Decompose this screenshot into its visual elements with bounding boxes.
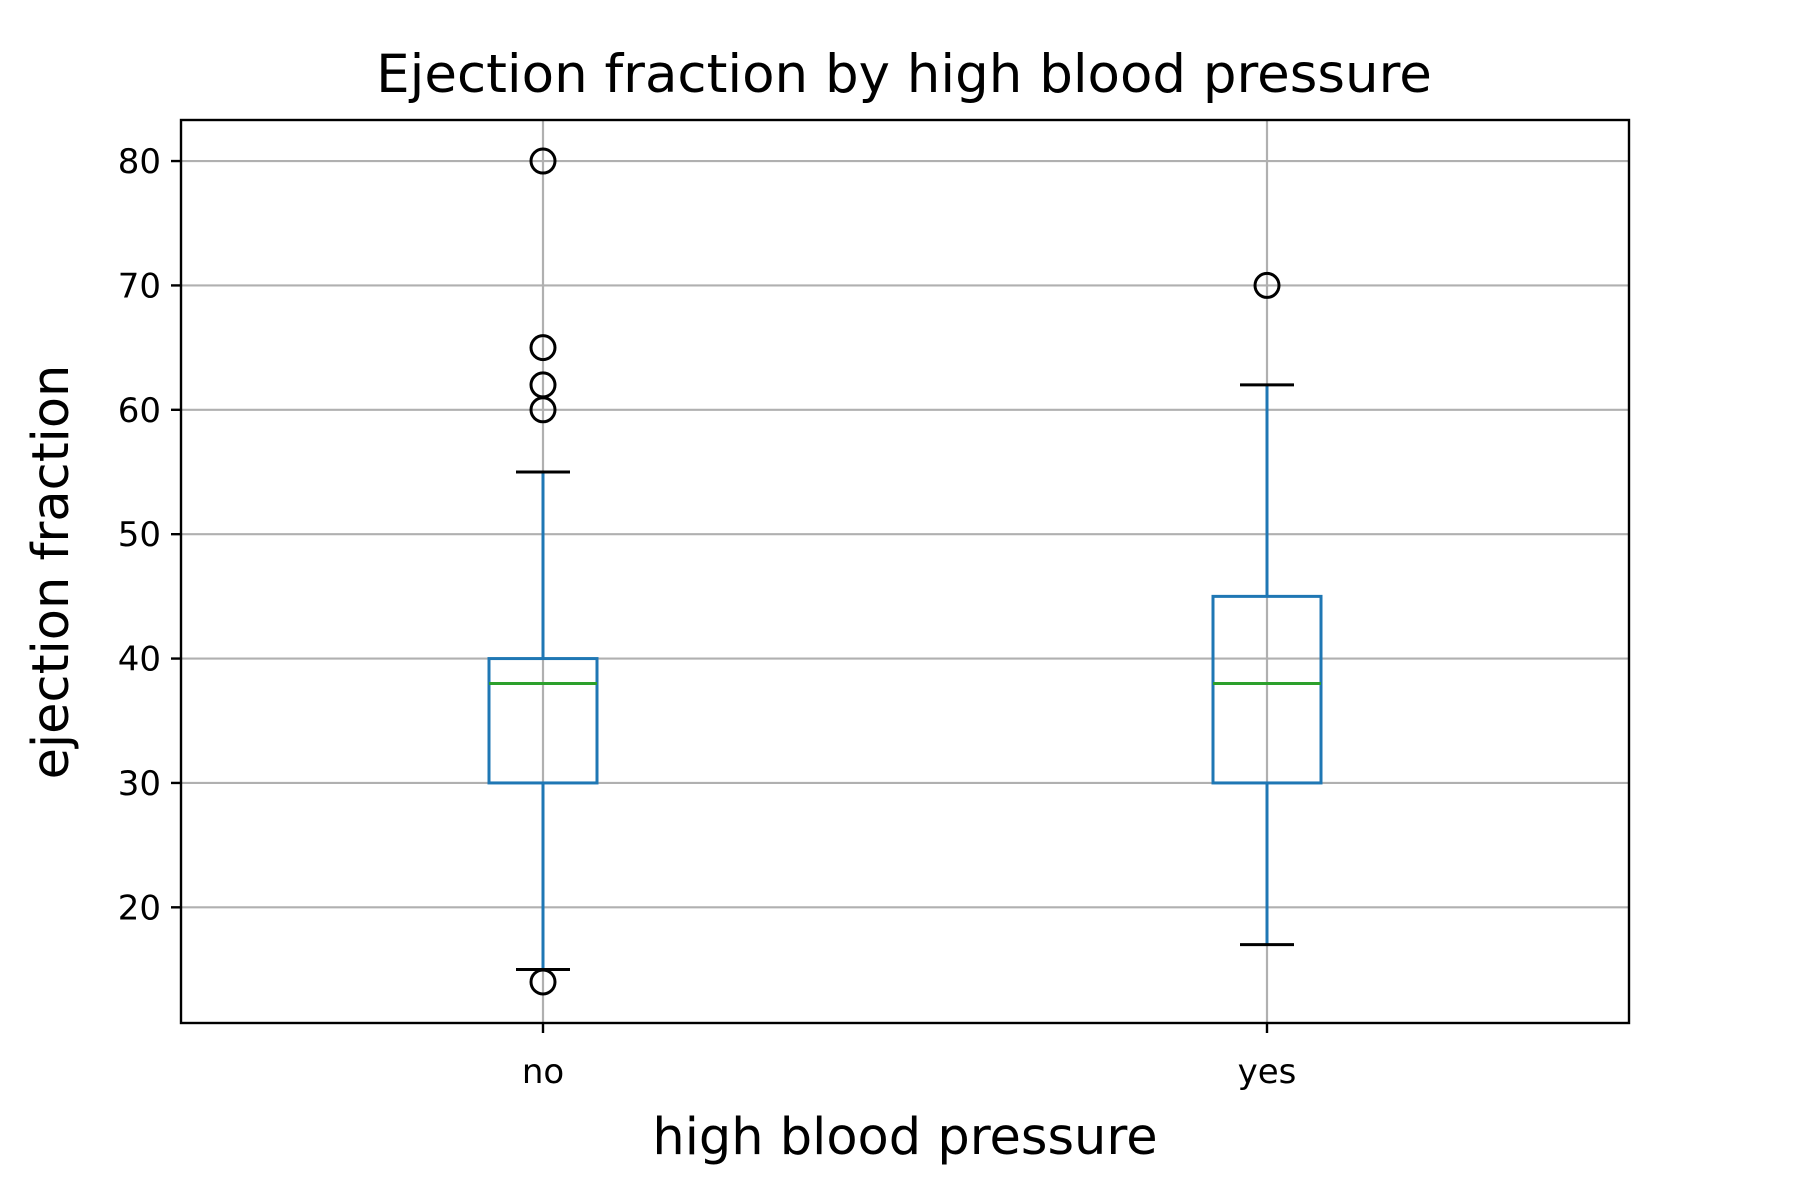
x-tick-label: yes bbox=[1238, 1052, 1297, 1092]
chart-title: Ejection fraction by high blood pressure bbox=[376, 44, 1432, 105]
iqr-box bbox=[487, 657, 599, 785]
outlier-point bbox=[529, 147, 557, 175]
y-tick-label: 80 bbox=[118, 142, 161, 182]
box-no bbox=[487, 147, 599, 996]
box-yes bbox=[1211, 271, 1323, 947]
axis-ticks: 20 30 40 50 60 70 80 no yes bbox=[118, 142, 1297, 1092]
y-axis-label: ejection fraction bbox=[22, 365, 81, 780]
y-tick-label: 40 bbox=[118, 640, 161, 680]
box-plots bbox=[487, 147, 1323, 996]
outlier-point bbox=[529, 968, 557, 996]
y-tick-label: 70 bbox=[118, 266, 161, 306]
y-tick-label: 60 bbox=[118, 391, 161, 431]
outlier-point bbox=[529, 396, 557, 424]
y-tick-label: 50 bbox=[118, 515, 161, 555]
outlier-point bbox=[529, 334, 557, 362]
outlier-point bbox=[1253, 271, 1281, 299]
y-tick-label: 30 bbox=[118, 764, 161, 804]
grid-lines bbox=[181, 120, 1629, 1023]
x-tick-label: no bbox=[522, 1052, 564, 1092]
x-axis-label: high blood pressure bbox=[652, 1108, 1157, 1167]
y-tick-label: 20 bbox=[118, 888, 161, 928]
plot-frame bbox=[179, 118, 1631, 1025]
iqr-box bbox=[1211, 594, 1323, 785]
